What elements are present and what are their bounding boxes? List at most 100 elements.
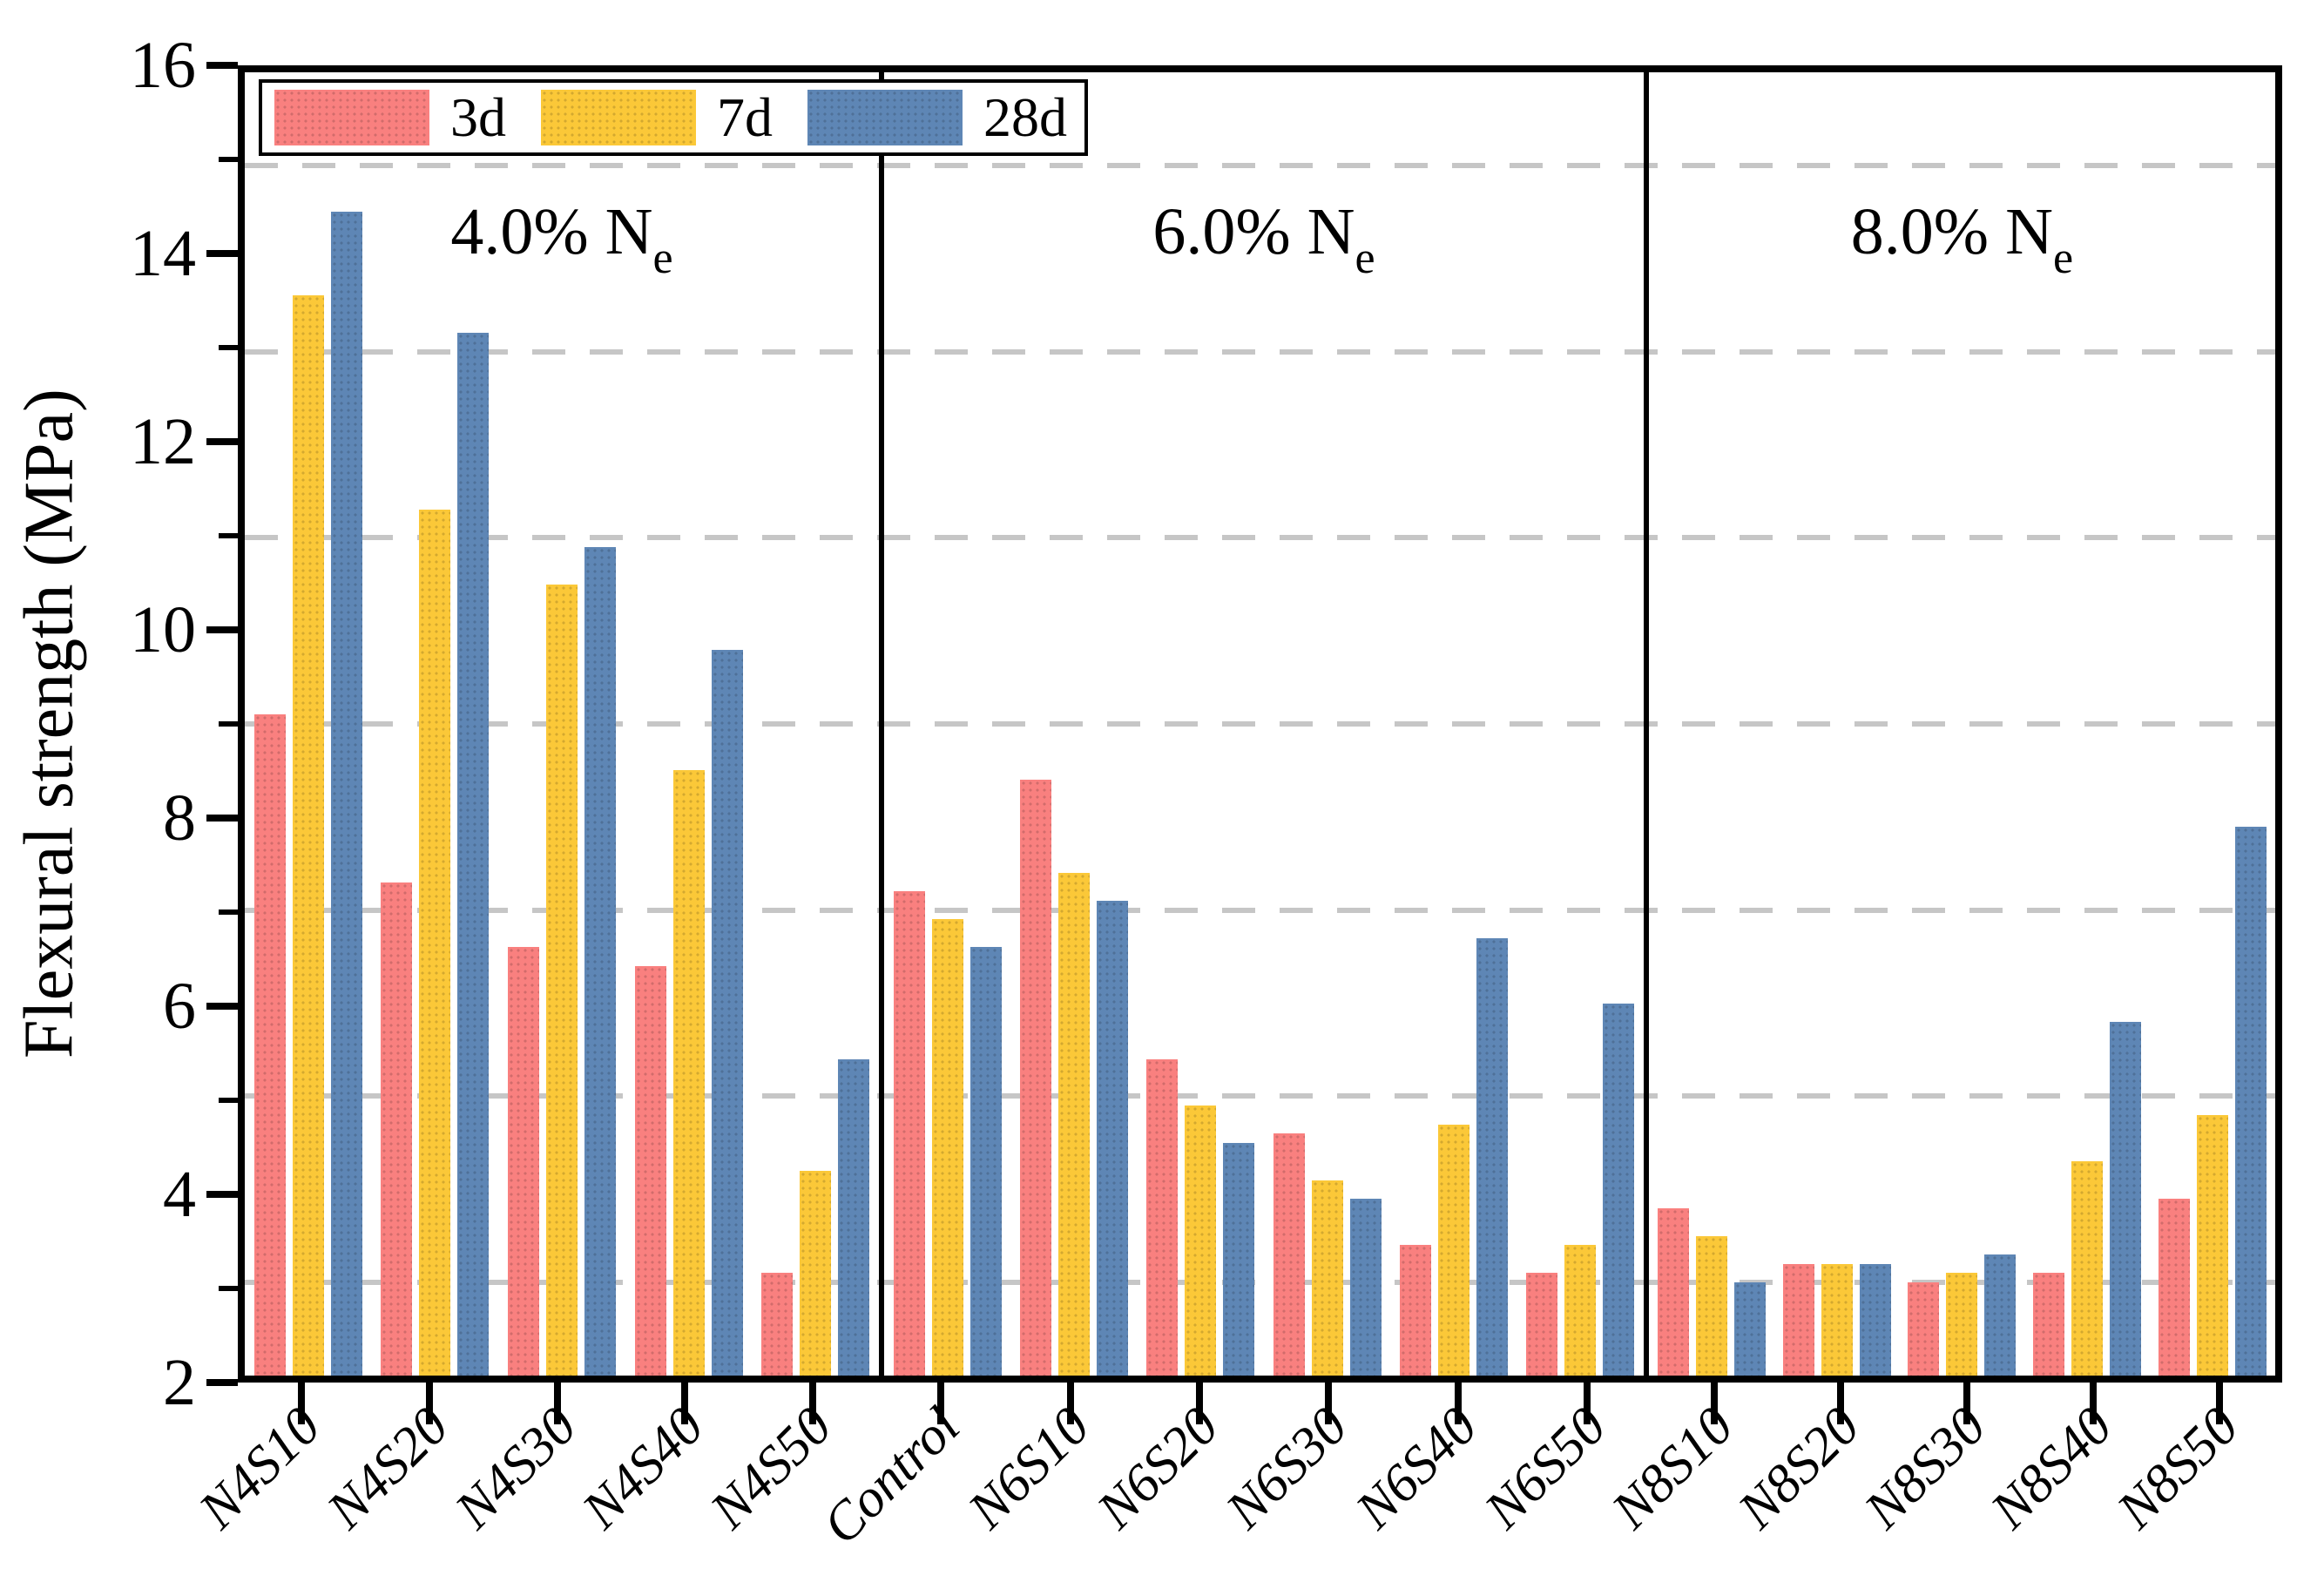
bar-group-N8S10 bbox=[1657, 72, 1766, 1376]
x-tick-N4S50 bbox=[808, 1381, 816, 1424]
bar-group-N6S50 bbox=[1526, 72, 1635, 1376]
bar-N8S10-3d bbox=[1657, 1207, 1689, 1376]
x-tick-N8S30 bbox=[1963, 1381, 1970, 1424]
bar-N4S50-28d bbox=[838, 1058, 870, 1376]
bar-N6S20-7d bbox=[1185, 1106, 1217, 1376]
bar-N6S40-7d bbox=[1437, 1124, 1469, 1376]
bar-N6S10-7d bbox=[1057, 872, 1090, 1376]
legend-swatch-7d bbox=[541, 90, 696, 145]
bar-N8S50-7d bbox=[2197, 1114, 2229, 1376]
bar-N6S30-7d bbox=[1311, 1180, 1343, 1376]
legend: 3d 7d 28d bbox=[259, 79, 1088, 156]
legend-swatch-3d bbox=[274, 90, 429, 145]
legend-swatch-28d bbox=[807, 90, 963, 145]
x-tick-N6S40 bbox=[1454, 1381, 1462, 1424]
bar-group-N4S10 bbox=[253, 72, 362, 1376]
panel-4.0N: 4.0% Ne bbox=[245, 72, 879, 1376]
bar-group-N8S20 bbox=[1782, 72, 1891, 1376]
panel-annotation: 4.0% Ne bbox=[450, 195, 673, 283]
legend-item-28d: 28d bbox=[807, 90, 1067, 145]
x-tick-Control bbox=[937, 1381, 945, 1424]
y-tick-12 bbox=[206, 438, 238, 445]
bar-N6S10-3d bbox=[1019, 780, 1051, 1376]
y-tick-2 bbox=[206, 1379, 238, 1386]
y-tick-5 bbox=[219, 1098, 238, 1103]
y-tick-4 bbox=[206, 1191, 238, 1198]
legend-label: 7d bbox=[717, 86, 773, 148]
y-tick-label-2: 2 bbox=[163, 1346, 196, 1419]
bar-N6S50-28d bbox=[1603, 1003, 1635, 1376]
y-tick-label-4: 4 bbox=[163, 1158, 196, 1231]
bar-N8S30-28d bbox=[1984, 1254, 2017, 1376]
bar-N4S40-28d bbox=[711, 649, 743, 1376]
bar-N6S40-28d bbox=[1476, 937, 1508, 1376]
bar-N6S10-28d bbox=[1096, 901, 1128, 1376]
bar-group-N6S20 bbox=[1146, 72, 1255, 1376]
bar-N4S40-3d bbox=[634, 965, 666, 1376]
y-tick-9 bbox=[219, 721, 238, 727]
y-tick-label-12: 12 bbox=[130, 405, 196, 478]
y-tick-label-16: 16 bbox=[130, 29, 196, 102]
bar-N4S20-3d bbox=[381, 882, 413, 1376]
x-tick-N4S20 bbox=[425, 1381, 433, 1424]
bar-N4S10-3d bbox=[253, 714, 286, 1376]
x-tick-N8S20 bbox=[1837, 1381, 1845, 1424]
plot-area: 4.0% Ne 6.0% Ne 8.0% Ne 3d 7d 28d bbox=[238, 65, 2282, 1383]
x-tick-N6S50 bbox=[1583, 1381, 1591, 1424]
y-tick-label-8: 8 bbox=[163, 781, 196, 855]
bar-N8S30-3d bbox=[1908, 1282, 1940, 1376]
x-tick-N4S10 bbox=[298, 1381, 306, 1424]
bar-group-N8S40 bbox=[2033, 72, 2142, 1376]
bar-N4S20-28d bbox=[457, 333, 490, 1376]
bar-N6S20-28d bbox=[1223, 1142, 1255, 1376]
bar-group-N6S10 bbox=[1019, 72, 1128, 1376]
x-tick-N6S30 bbox=[1325, 1381, 1333, 1424]
bar-Control-7d bbox=[931, 919, 963, 1376]
gridline-3 bbox=[245, 1280, 2275, 1286]
legend-label: 28d bbox=[983, 86, 1067, 148]
bar-N4S10-7d bbox=[292, 295, 324, 1376]
gridline-9 bbox=[245, 721, 2275, 727]
bar-N8S20-7d bbox=[1821, 1263, 1853, 1376]
legend-item-7d: 7d bbox=[541, 90, 807, 145]
y-tick-6 bbox=[206, 1003, 238, 1010]
bar-N4S40-7d bbox=[672, 770, 705, 1376]
gridline-13 bbox=[245, 348, 2275, 355]
bar-group-N4S40 bbox=[634, 72, 743, 1376]
panel-8.0N: 8.0% Ne bbox=[1649, 72, 2275, 1376]
bar-N6S50-7d bbox=[1564, 1245, 1597, 1376]
legend-item-3d: 3d bbox=[274, 90, 541, 145]
y-tick-11 bbox=[219, 533, 238, 538]
legend-label: 3d bbox=[450, 86, 506, 148]
bar-group-N6S30 bbox=[1273, 72, 1382, 1376]
bar-N6S30-3d bbox=[1273, 1133, 1305, 1376]
bar-N6S50-3d bbox=[1526, 1273, 1558, 1376]
y-tick-7 bbox=[219, 909, 238, 915]
bar-N8S30-7d bbox=[1946, 1273, 1978, 1376]
bar-group-Control bbox=[893, 72, 1002, 1376]
bar-N4S30-7d bbox=[545, 584, 578, 1376]
x-tick-N6S10 bbox=[1066, 1381, 1074, 1424]
bar-N8S40-7d bbox=[2071, 1161, 2104, 1376]
y-tick-label-10: 10 bbox=[130, 593, 196, 666]
panel-6.0N: 6.0% Ne bbox=[879, 72, 1649, 1376]
x-tick-N8S40 bbox=[2089, 1381, 2097, 1424]
panel-annotation: 8.0% Ne bbox=[1850, 195, 2074, 283]
gridline-15 bbox=[245, 162, 2275, 168]
bar-group-N4S50 bbox=[761, 72, 870, 1376]
bar-N4S30-28d bbox=[584, 546, 616, 1376]
bar-group-N4S30 bbox=[507, 72, 616, 1376]
x-tick-N8S50 bbox=[2215, 1381, 2223, 1424]
bar-group-N8S30 bbox=[1908, 72, 2017, 1376]
x-tick-N4S30 bbox=[553, 1381, 561, 1424]
bar-N4S50-7d bbox=[800, 1170, 832, 1376]
bar-N8S10-7d bbox=[1695, 1235, 1727, 1376]
bar-N8S10-28d bbox=[1733, 1282, 1766, 1376]
panels: 4.0% Ne 6.0% Ne 8.0% Ne bbox=[245, 72, 2275, 1376]
bar-group-N4S20 bbox=[381, 72, 490, 1376]
bar-N4S50-3d bbox=[761, 1273, 794, 1376]
y-tick-label-14: 14 bbox=[130, 217, 196, 290]
bar-N4S30-3d bbox=[507, 947, 539, 1376]
bar-N4S10-28d bbox=[330, 212, 362, 1376]
bar-N6S20-3d bbox=[1146, 1058, 1179, 1376]
